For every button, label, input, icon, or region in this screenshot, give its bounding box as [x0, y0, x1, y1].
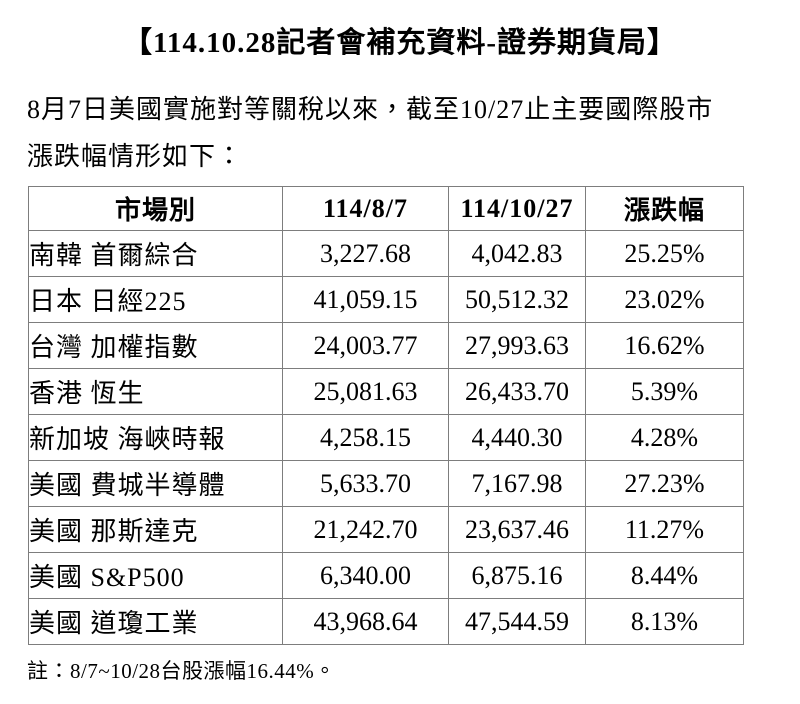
- column-header-start-date: 114/8/7: [282, 186, 449, 231]
- start-value-cell: 43,968.64: [282, 598, 449, 645]
- change-cell: 8.13%: [585, 598, 744, 645]
- change-cell: 11.27%: [585, 506, 744, 553]
- column-header-end-date: 114/10/27: [448, 186, 586, 231]
- change-cell: 25.25%: [585, 230, 744, 277]
- start-value-cell: 6,340.00: [282, 552, 449, 599]
- intro-paragraph: 8月7日美國實施對等關稅以來，截至10/27止主要國際股市 漲跌幅情形如下：: [27, 86, 767, 180]
- market-cell: 美國 道瓊工業: [28, 598, 283, 645]
- end-value-cell: 4,042.83: [448, 230, 586, 277]
- change-cell: 5.39%: [585, 368, 744, 415]
- market-cell: 日本 日經225: [28, 276, 283, 323]
- market-index-table: 市場別 114/8/7 114/10/27 漲跌幅 南韓 首爾綜合 3,227.…: [28, 186, 744, 645]
- start-value-cell: 4,258.15: [282, 414, 449, 461]
- change-cell: 4.28%: [585, 414, 744, 461]
- end-value-cell: 4,440.30: [448, 414, 586, 461]
- market-cell: 香港 恆生: [28, 368, 283, 415]
- start-value-cell: 5,633.70: [282, 460, 449, 507]
- start-value-cell: 25,081.63: [282, 368, 449, 415]
- change-cell: 27.23%: [585, 460, 744, 507]
- page-title: 【114.10.28記者會補充資料-證券期貨局】: [122, 27, 678, 59]
- market-cell: 新加坡 海峽時報: [28, 414, 283, 461]
- end-value-cell: 50,512.32: [448, 276, 586, 323]
- start-value-cell: 3,227.68: [282, 230, 449, 277]
- intro-line-2: 漲跌幅情形如下：: [27, 142, 244, 171]
- start-value-cell: 41,059.15: [282, 276, 449, 323]
- end-value-cell: 47,544.59: [448, 598, 586, 645]
- column-header-market: 市場別: [28, 186, 283, 231]
- footnote: 註：8/7~10/28台股漲幅16.44%。: [27, 659, 336, 683]
- end-value-cell: 23,637.46: [448, 506, 586, 553]
- end-value-cell: 27,993.63: [448, 322, 586, 369]
- market-cell: 美國 費城半導體: [28, 460, 283, 507]
- market-cell: 美國 S&P500: [28, 552, 283, 599]
- end-value-cell: 7,167.98: [448, 460, 586, 507]
- end-value-cell: 26,433.70: [448, 368, 586, 415]
- table-header-row: 市場別 114/8/7 114/10/27 漲跌幅: [28, 186, 744, 231]
- table-row: 台灣 加權指數 24,003.77 27,993.63 16.62%: [28, 322, 744, 369]
- change-cell: 16.62%: [585, 322, 744, 369]
- table-row: 美國 那斯達克 21,242.70 23,637.46 11.27%: [28, 506, 744, 553]
- table-row: 香港 恆生 25,081.63 26,433.70 5.39%: [28, 368, 744, 415]
- start-value-cell: 24,003.77: [282, 322, 449, 369]
- table-row: 美國 S&P500 6,340.00 6,875.16 8.44%: [28, 552, 744, 599]
- market-cell: 美國 那斯達克: [28, 506, 283, 553]
- column-header-change: 漲跌幅: [585, 186, 744, 231]
- end-value-cell: 6,875.16: [448, 552, 586, 599]
- table-row: 南韓 首爾綜合 3,227.68 4,042.83 25.25%: [28, 230, 744, 277]
- table-row: 美國 費城半導體 5,633.70 7,167.98 27.23%: [28, 460, 744, 507]
- change-cell: 8.44%: [585, 552, 744, 599]
- table-row: 美國 道瓊工業 43,968.64 47,544.59 8.13%: [28, 598, 744, 645]
- table-row: 新加坡 海峽時報 4,258.15 4,440.30 4.28%: [28, 414, 744, 461]
- intro-line-1: 8月7日美國實施對等關稅以來，截至10/27止主要國際股市: [27, 95, 714, 124]
- table-row: 日本 日經225 41,059.15 50,512.32 23.02%: [28, 276, 744, 323]
- market-cell: 台灣 加權指數: [28, 322, 283, 369]
- change-cell: 23.02%: [585, 276, 744, 323]
- market-cell: 南韓 首爾綜合: [28, 230, 283, 277]
- start-value-cell: 21,242.70: [282, 506, 449, 553]
